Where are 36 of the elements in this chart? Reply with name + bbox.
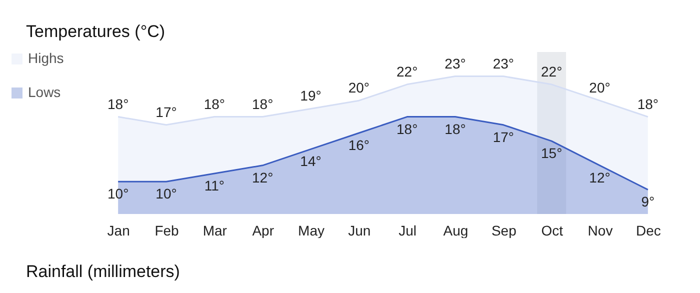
x-tick-label: Feb bbox=[154, 222, 180, 238]
data-label: 11° bbox=[204, 178, 224, 194]
data-label: 18° bbox=[204, 96, 226, 112]
x-tick-label: Dec bbox=[636, 222, 661, 238]
x-tick-label: Mar bbox=[202, 222, 228, 238]
data-label: 18° bbox=[444, 120, 466, 137]
data-label: 9° bbox=[641, 194, 655, 210]
data-label: 10° bbox=[156, 186, 177, 202]
x-tick-label: Jun bbox=[348, 222, 371, 238]
data-label: 23° bbox=[492, 55, 514, 72]
data-label: 18° bbox=[396, 120, 418, 137]
data-label: 17° bbox=[156, 104, 177, 120]
data-label: 19° bbox=[300, 88, 322, 104]
data-label: 12° bbox=[589, 169, 610, 186]
data-label: 23° bbox=[444, 55, 466, 72]
data-label: 17° bbox=[492, 128, 514, 145]
legend-label: Lows bbox=[28, 84, 61, 100]
data-label: 18° bbox=[107, 96, 129, 112]
legend-label: Highs bbox=[28, 50, 64, 66]
data-label: 18° bbox=[637, 96, 659, 112]
data-label: 12° bbox=[252, 169, 274, 186]
data-label: 20° bbox=[589, 80, 610, 96]
x-tick-label: Oct bbox=[541, 222, 564, 238]
data-label: 15° bbox=[540, 145, 562, 162]
data-label: 22° bbox=[396, 63, 418, 80]
data-label: 10° bbox=[107, 186, 129, 202]
x-tick-label: Nov bbox=[588, 222, 613, 238]
data-label: 20° bbox=[348, 80, 370, 96]
chart-title: Temperatures (°C) bbox=[26, 22, 166, 42]
x-tick-label: Jul bbox=[398, 222, 417, 238]
annotation: Rainfall (millimeters) bbox=[26, 262, 180, 282]
data-label: 16° bbox=[348, 137, 370, 153]
data-label: 14° bbox=[300, 153, 322, 170]
x-tick-label: Jan bbox=[107, 222, 130, 238]
data-label: 18° bbox=[252, 96, 274, 112]
data-label: 22° bbox=[540, 63, 562, 80]
